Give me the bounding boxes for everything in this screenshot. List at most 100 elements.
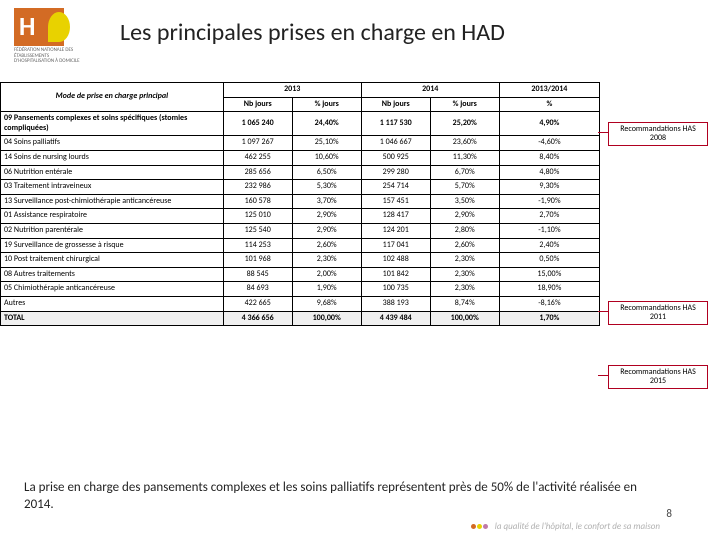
row-value: -1,10%: [499, 223, 599, 238]
row-value: 2,40%: [499, 238, 599, 253]
table-row: 02 Nutrition parentérale125 5402,90%124 …: [1, 223, 600, 238]
row-value: 8,74%: [430, 296, 499, 311]
row-value: 9,30%: [499, 180, 599, 195]
row-value: 25,20%: [430, 112, 499, 136]
logo: H FÉDÉRATION NATIONALE DES ÉTABLISSEMENT…: [14, 8, 82, 68]
row-value: 157 451: [361, 194, 430, 209]
row-value: 102 488: [361, 253, 430, 268]
table-row: 05 Chimiothérapie anticancéreuse84 6931,…: [1, 282, 600, 297]
total-cell: TOTAL: [1, 311, 224, 326]
row-value: -8,16%: [499, 296, 599, 311]
table-row: 03 Traitement intraveineux232 9865,30%25…: [1, 180, 600, 195]
row-value: 2,30%: [430, 267, 499, 282]
row-label: 14 Soins de nursing lourds: [1, 150, 224, 165]
row-value: 6,70%: [430, 165, 499, 180]
page-number: 8: [666, 507, 672, 520]
th-nbj-13: Nb jours: [223, 97, 292, 112]
logo-subtitle: FÉDÉRATION NATIONALE DES ÉTABLISSEMENTS …: [14, 48, 84, 65]
row-label: 19 Surveillance de grossesse à risque: [1, 238, 224, 253]
arrow-2: [598, 311, 608, 312]
table-row: 08 Autres traitements88 5452,00%101 8422…: [1, 267, 600, 282]
th-evo: 2013/2014: [499, 83, 599, 98]
row-value: 462 255: [223, 150, 292, 165]
row-value: 124 201: [361, 223, 430, 238]
row-value: 285 656: [223, 165, 292, 180]
row-value: 1 046 667: [361, 136, 430, 151]
table-row: 04 Soins palliatifs1 097 26725,10%1 046 …: [1, 136, 600, 151]
row-value: 1 117 530: [361, 112, 430, 136]
row-label: 04 Soins palliatifs: [1, 136, 224, 151]
table-row: 01 Assistance respiratoire125 0102,90%12…: [1, 209, 600, 224]
row-value: 125 540: [223, 223, 292, 238]
th-nbj-14: Nb jours: [361, 97, 430, 112]
row-value: 15,00%: [499, 267, 599, 282]
row-label: 06 Nutrition entérale: [1, 165, 224, 180]
row-value: 2,60%: [292, 238, 361, 253]
table-row: 14 Soins de nursing lourds462 25510,60%5…: [1, 150, 600, 165]
row-value: 2,80%: [430, 223, 499, 238]
row-value: 5,70%: [430, 180, 499, 195]
row-value: 5,30%: [292, 180, 361, 195]
table-total-row: TOTAL4 366 656100,00%4 439 484100,00%1,7…: [1, 311, 600, 326]
row-value: 2,30%: [430, 253, 499, 268]
row-value: 18,90%: [499, 282, 599, 297]
page-title: Les principales prises en charge en HAD: [120, 18, 708, 47]
row-label: 13 Surveillance post-chimiothérapie anti…: [1, 194, 224, 209]
row-value: 2,70%: [499, 209, 599, 224]
row-value: 2,30%: [430, 282, 499, 297]
total-cell: 1,70%: [499, 311, 599, 326]
annotation-has-2011: Recommandations HAS 2011: [608, 301, 708, 325]
total-cell: 4 366 656: [223, 311, 292, 326]
row-value: 2,30%: [292, 253, 361, 268]
table-row: 10 Post traitement chirurgical101 9682,3…: [1, 253, 600, 268]
row-value: 2,00%: [292, 267, 361, 282]
row-label: 01 Assistance respiratoire: [1, 209, 224, 224]
row-value: 160 578: [223, 194, 292, 209]
total-cell: 100,00%: [430, 311, 499, 326]
row-value: 11,30%: [430, 150, 499, 165]
row-value: 232 986: [223, 180, 292, 195]
arrow-3: [598, 375, 608, 376]
th-pct: %: [499, 97, 599, 112]
total-cell: 100,00%: [292, 311, 361, 326]
footer-text: la qualité de l'hôpital, le confort de s…: [495, 521, 660, 532]
row-value: 299 280: [361, 165, 430, 180]
row-value: 3,50%: [430, 194, 499, 209]
row-value: 1 065 240: [223, 112, 292, 136]
row-value: 2,90%: [292, 223, 361, 238]
logo-shape: [48, 12, 70, 42]
row-value: 422 665: [223, 296, 292, 311]
row-value: 101 968: [223, 253, 292, 268]
row-label: 02 Nutrition parentérale: [1, 223, 224, 238]
bottom-note: La prise en charge des pansements comple…: [24, 480, 640, 514]
row-value: 88 545: [223, 267, 292, 282]
row-label: Autres: [1, 296, 224, 311]
row-value: 24,40%: [292, 112, 361, 136]
row-value: 9,68%: [292, 296, 361, 311]
footer-brand: la qualité de l'hôpital, le confort de s…: [471, 521, 660, 532]
logo-letter: H: [19, 10, 35, 42]
table-row: Autres422 6659,68%388 1938,74%-8,16%: [1, 296, 600, 311]
annotation-has-2008: Recommandations HAS 2008: [608, 122, 708, 146]
th-mode: Mode de prise en charge principal: [1, 83, 224, 112]
table-row: 09 Pansements complexes et soins spécifi…: [1, 112, 600, 136]
row-value: -4,60%: [499, 136, 599, 151]
row-value: 4,90%: [499, 112, 599, 136]
row-value: 6,50%: [292, 165, 361, 180]
row-value: 500 925: [361, 150, 430, 165]
row-value: 8,40%: [499, 150, 599, 165]
row-value: 101 842: [361, 267, 430, 282]
row-label: 08 Autres traitements: [1, 267, 224, 282]
row-label: 09 Pansements complexes et soins spécifi…: [1, 112, 224, 136]
main-table: Mode de prise en charge principal 2013 2…: [0, 82, 600, 326]
th-2014: 2014: [361, 83, 499, 98]
row-value: 1 097 267: [223, 136, 292, 151]
row-value: 125 010: [223, 209, 292, 224]
th-pctj-14: % jours: [430, 97, 499, 112]
row-value: 114 253: [223, 238, 292, 253]
row-value: 10,60%: [292, 150, 361, 165]
footer-dots-icon: [471, 521, 489, 532]
row-value: 388 193: [361, 296, 430, 311]
th-pctj-13: % jours: [292, 97, 361, 112]
row-value: 84 693: [223, 282, 292, 297]
